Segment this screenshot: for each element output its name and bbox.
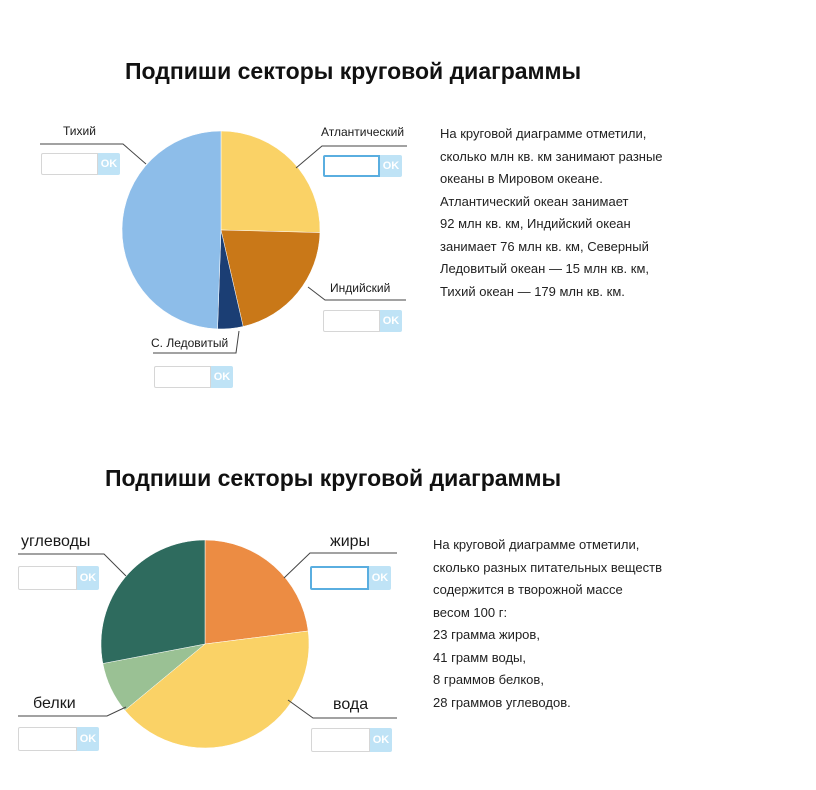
description-line: содержится в творожной массе xyxy=(433,582,623,597)
task-nutrients: Подпиши секторы круговой диаграммы углев… xyxy=(0,400,816,790)
answer-input-carbs[interactable] xyxy=(18,566,77,590)
ok-button-carbs[interactable]: OK xyxy=(77,566,99,590)
description-line: сколько млн кв. км занимают разные xyxy=(440,148,663,164)
ok-button-proteins[interactable]: OK xyxy=(77,727,99,751)
description-line: 28 граммов углеводов. xyxy=(433,694,571,710)
task-title: Подпиши секторы круговой диаграммы xyxy=(125,58,582,84)
answer-indian: OK xyxy=(323,310,402,332)
label-proteins: белки xyxy=(33,695,76,712)
pie-slice-1 xyxy=(124,630,310,749)
ok-button-indian[interactable]: OK xyxy=(380,310,402,332)
task-description: На круговой диаграмме отметили, сколько … xyxy=(433,534,662,714)
answer-input-arctic[interactable] xyxy=(154,366,211,388)
pie-slice-1 xyxy=(220,229,321,327)
answer-input-pacific[interactable] xyxy=(41,153,98,175)
task-title: Подпиши секторы круговой диаграммы xyxy=(105,465,562,491)
ok-button-fats[interactable]: OK xyxy=(369,566,391,590)
description-line: занимает 76 млн кв. км, Северный xyxy=(440,238,649,254)
answer-proteins: OK xyxy=(18,727,99,751)
answer-atlantic: OK xyxy=(323,155,402,177)
ok-button-arctic[interactable]: OK xyxy=(211,366,233,388)
pie-chart-oceans xyxy=(121,130,321,330)
pie-chart-nutrients xyxy=(100,539,310,749)
ok-button-water[interactable]: OK xyxy=(370,728,392,752)
leader-lines xyxy=(18,552,397,719)
description-line: 92 млн кв. км, Индийский океан xyxy=(440,216,631,231)
description-line: 8 граммов белков, xyxy=(433,672,544,687)
answer-pacific: OK xyxy=(41,153,120,175)
leader-lines xyxy=(40,143,407,354)
description-line: На круговой диаграмме отметили, xyxy=(433,537,640,552)
answer-input-proteins[interactable] xyxy=(18,727,77,751)
pie-slice-0 xyxy=(220,130,321,233)
answer-input-water[interactable] xyxy=(311,728,370,752)
answer-input-fats[interactable] xyxy=(310,566,369,590)
description-line: Атлантический океан занимает xyxy=(440,193,629,209)
description-line: 41 грамм воды, xyxy=(433,649,527,665)
description-line: Тихий океан — 179 млн кв. км. xyxy=(440,283,625,299)
description-line: океаны в Мировом океане. xyxy=(440,171,603,186)
answer-input-atlantic[interactable] xyxy=(323,155,380,177)
answer-carbs: OK xyxy=(18,566,99,590)
description-line: На круговой диаграмме отметили, xyxy=(440,126,647,141)
task-oceans: Подпиши секторы круговой диаграммы Тихий… xyxy=(40,58,663,388)
ok-button-atlantic[interactable]: OK xyxy=(380,155,402,177)
description-line: 23 грамма жиров, xyxy=(433,627,540,642)
pie-slice-3 xyxy=(100,539,206,664)
label-indian: Индийский xyxy=(330,281,391,295)
answer-arctic: OK xyxy=(154,366,233,388)
label-atlantic: Атлантический xyxy=(321,125,405,139)
pie-slice-3 xyxy=(121,130,222,330)
description-line: Ледовитый океан — 15 млн кв. км, xyxy=(440,261,649,276)
task-description: На круговой диаграмме отметили, сколько … xyxy=(440,123,663,303)
label-fats: жиры xyxy=(330,533,371,550)
answer-fats: OK xyxy=(310,566,391,590)
label-carbs: углеводы xyxy=(21,533,91,550)
label-water: вода xyxy=(333,696,369,713)
description-line: весом 100 г: xyxy=(433,604,508,620)
answer-water: OK xyxy=(311,728,392,752)
pie-slice-0 xyxy=(204,539,309,645)
label-arctic: С. Ледовитый xyxy=(151,336,229,350)
label-pacific: Тихий xyxy=(63,124,96,138)
ok-button-pacific[interactable]: OK xyxy=(98,153,120,175)
answer-input-indian[interactable] xyxy=(323,310,380,332)
description-line: сколько разных питательных веществ xyxy=(433,559,663,575)
